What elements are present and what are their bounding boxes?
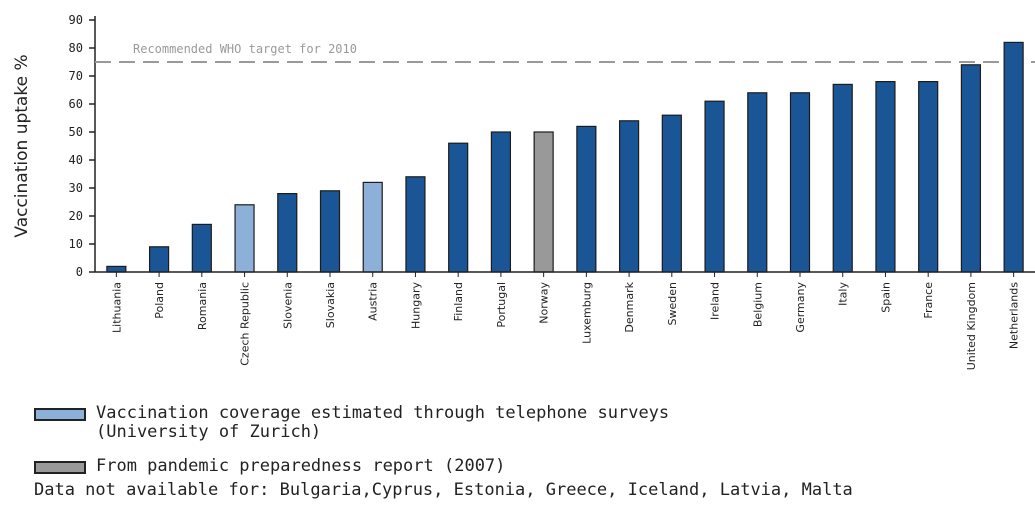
bar-netherlands [1003,41,1024,273]
y-tick-label: 50 [69,125,83,139]
x-tick-label: Slovakia [324,282,337,328]
bar-france [918,80,939,273]
x-tick-label: Slovenia [281,282,294,329]
legend-swatch-pandemic [34,461,86,474]
bar-germany [789,92,811,273]
x-tick-label: France [922,282,935,319]
bar-romania [191,223,212,273]
x-axis: Lithuania Poland Romania Czech Republic Slov… [95,271,1035,370]
x-tick-label: Italy [837,282,850,306]
x-tick-label: Poland [153,282,166,319]
x-tick-label: Sweden [666,282,679,325]
x-tick-label: Spain [879,282,892,313]
bar-united-kingdom [960,64,982,273]
x-tick-label: Czech Republic [239,282,252,366]
x-tick-label: United Kingdom [965,282,978,370]
bars [106,41,1024,273]
x-tick-label: Luxemburg [580,282,593,344]
y-tick-label: 70 [69,69,83,83]
bar-denmark [618,120,640,273]
bar-slovakia [319,190,341,273]
bar-lithuania [106,265,127,273]
legend-swatch-telephone [34,408,86,421]
x-tick-label: Denmark [623,281,636,332]
bar-chart: 0 10 20 30 40 50 60 70 80 90 Recommended WHO targ… [12,13,1035,370]
x-tick-label: Finland [452,282,465,321]
x-tick-label: Ireland [709,282,722,320]
bar-ireland [704,100,725,273]
reference-line-label: Recommended WHO target for 2010 [133,42,357,56]
y-tick-label: 80 [69,41,83,55]
bar-belgium [747,92,768,273]
y-axis: 0 10 20 30 40 50 60 70 80 90 [69,13,96,279]
bar-italy [832,83,853,273]
bar-luxemburg [576,125,597,273]
x-tick-label: Belgium [751,282,764,327]
x-tick-label: Romania [196,282,209,330]
y-tick-label: 40 [69,153,83,167]
bar-portugal [490,131,512,273]
x-tick-label: Portugal [495,282,508,328]
y-tick-label: 20 [69,209,83,223]
x-tick-label: Netherlands [1008,282,1021,349]
bar-czech-republic [234,204,255,273]
who-target-line: Recommended WHO target for 2010 [95,42,1035,63]
y-tick-label: 30 [69,181,83,195]
bar-spain [875,80,896,273]
x-tick-label: Austria [367,282,380,321]
bar-hungary [405,176,426,273]
data-availability-note: Data not available for: Bulgaria,Cyprus,… [34,480,853,500]
x-tick-label: Hungary [409,282,422,329]
y-tick-label: 60 [69,97,83,111]
bar-slovenia [277,193,298,273]
x-tick-label: Lithuania [110,282,123,333]
x-tick-label: Norway [538,282,551,324]
bar-poland [148,246,170,273]
x-tick-label: Germany [794,282,807,333]
bar-finland [448,142,469,273]
bar-norway [533,131,554,273]
bar-sweden [661,114,682,273]
y-axis-title: Vaccination uptake % [12,54,32,237]
y-tick-label: 90 [69,13,83,27]
legend-label-telephone: Vaccination coverage estimated through t… [96,403,670,442]
legend-label-pandemic: From pandemic preparedness report (2007) [96,456,506,476]
bar-austria [362,181,383,273]
y-tick-label: 0 [76,265,83,279]
y-tick-label: 10 [69,237,83,251]
